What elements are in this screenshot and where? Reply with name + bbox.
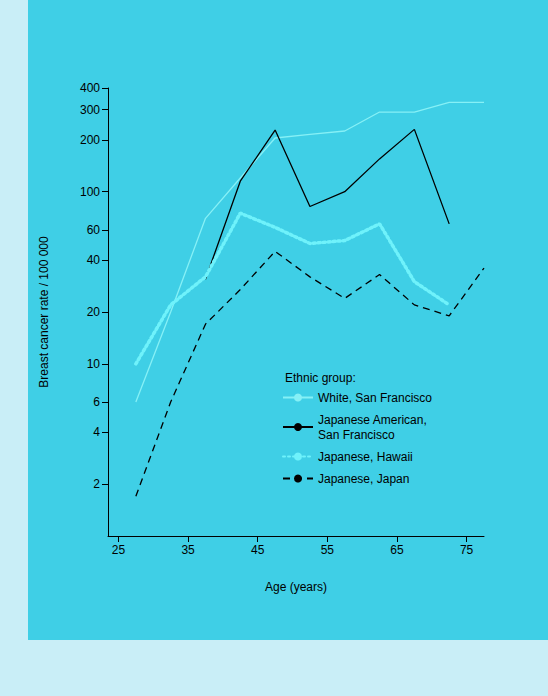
svg-text:4: 4 [93, 425, 100, 439]
svg-text:6: 6 [93, 395, 100, 409]
svg-text:Age (years): Age (years) [265, 580, 327, 594]
svg-text:2: 2 [93, 477, 100, 491]
svg-text:45: 45 [251, 543, 265, 557]
svg-text:20: 20 [87, 305, 101, 319]
svg-text:Japanese, Japan: Japanese, Japan [318, 472, 409, 486]
svg-text:35: 35 [181, 543, 195, 557]
svg-text:65: 65 [390, 543, 404, 557]
svg-text:Breast cancer rate / 100 000: Breast cancer rate / 100 000 [37, 236, 51, 388]
svg-text:400: 400 [80, 81, 100, 95]
svg-text:San Francisco: San Francisco [318, 428, 395, 442]
svg-text:Ethnic group:: Ethnic group: [285, 371, 356, 385]
svg-text:10: 10 [87, 357, 101, 371]
svg-text:White, San Francisco: White, San Francisco [318, 391, 432, 405]
svg-text:55: 55 [321, 543, 335, 557]
svg-text:200: 200 [80, 133, 100, 147]
svg-text:40: 40 [87, 253, 101, 267]
svg-text:300: 300 [80, 103, 100, 117]
svg-text:100: 100 [80, 185, 100, 199]
svg-text:60: 60 [87, 223, 101, 237]
svg-text:25: 25 [112, 543, 126, 557]
svg-text:Japanese, Hawaii: Japanese, Hawaii [318, 450, 413, 464]
svg-text:75: 75 [460, 543, 474, 557]
svg-text:Japanese American,: Japanese American, [318, 413, 427, 427]
